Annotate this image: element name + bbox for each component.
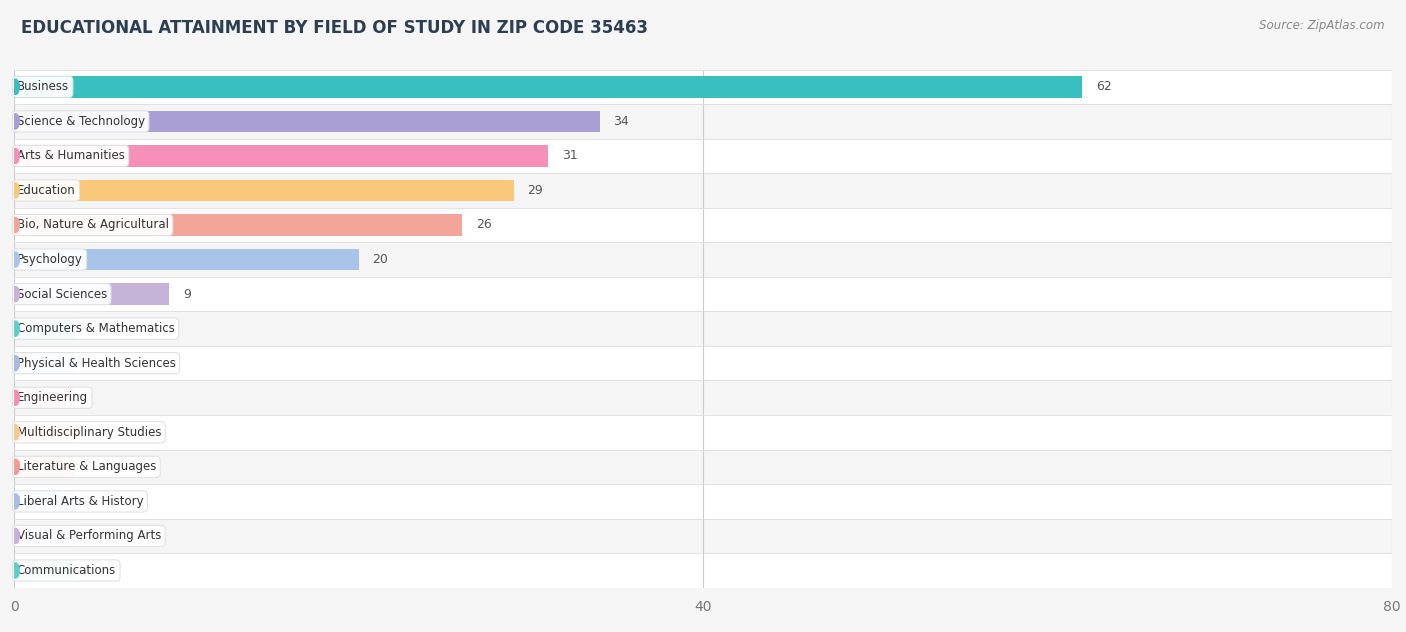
Text: 31: 31 [562, 149, 578, 162]
Text: Engineering: Engineering [17, 391, 87, 404]
Text: 0: 0 [83, 460, 91, 473]
Circle shape [11, 425, 20, 440]
Text: Literature & Languages: Literature & Languages [17, 460, 156, 473]
Circle shape [11, 183, 20, 198]
Circle shape [11, 114, 20, 129]
Bar [14, 380, 1392, 415]
Circle shape [11, 252, 20, 267]
Text: Communications: Communications [17, 564, 115, 577]
Bar [14, 242, 1392, 277]
Circle shape [11, 79, 20, 94]
Text: Bio, Nature & Agricultural: Bio, Nature & Agricultural [17, 219, 169, 231]
Circle shape [11, 528, 20, 544]
Text: 26: 26 [475, 219, 492, 231]
Circle shape [11, 149, 20, 164]
Bar [14, 525, 75, 547]
Bar [14, 422, 75, 443]
Circle shape [11, 494, 20, 509]
Text: 9: 9 [183, 288, 191, 301]
Circle shape [11, 217, 20, 233]
Text: 62: 62 [1095, 80, 1112, 94]
Circle shape [11, 286, 20, 301]
Text: 0: 0 [83, 495, 91, 508]
Bar [14, 104, 1392, 138]
Text: Physical & Health Sciences: Physical & Health Sciences [17, 356, 176, 370]
Bar [14, 249, 359, 270]
Bar [14, 111, 599, 132]
Bar [14, 138, 1392, 173]
Text: Science & Technology: Science & Technology [17, 115, 145, 128]
Circle shape [11, 321, 20, 336]
Bar [14, 490, 75, 512]
Circle shape [11, 563, 20, 578]
Bar [14, 560, 75, 581]
Text: Business: Business [17, 80, 69, 94]
Circle shape [11, 390, 20, 405]
Text: 0: 0 [83, 564, 91, 577]
Bar [14, 519, 1392, 553]
Text: Multidisciplinary Studies: Multidisciplinary Studies [17, 426, 162, 439]
Text: 0: 0 [83, 391, 91, 404]
Bar [14, 214, 463, 236]
Bar [14, 277, 1392, 312]
Text: 34: 34 [613, 115, 630, 128]
Bar [14, 387, 75, 408]
Text: Psychology: Psychology [17, 253, 83, 266]
Text: 20: 20 [373, 253, 388, 266]
Bar [14, 312, 1392, 346]
Text: 0: 0 [83, 426, 91, 439]
Bar [14, 484, 1392, 519]
Bar [14, 449, 1392, 484]
Text: Computers & Mathematics: Computers & Mathematics [17, 322, 174, 335]
Text: Arts & Humanities: Arts & Humanities [17, 149, 125, 162]
Text: 29: 29 [527, 184, 543, 197]
Circle shape [11, 459, 20, 475]
Text: 0: 0 [83, 322, 91, 335]
Circle shape [11, 356, 20, 371]
Text: Social Sciences: Social Sciences [17, 288, 107, 301]
Bar [14, 415, 1392, 449]
Bar [14, 76, 1083, 97]
Bar [14, 346, 1392, 380]
Text: Source: ZipAtlas.com: Source: ZipAtlas.com [1260, 19, 1385, 32]
Bar [14, 173, 1392, 208]
Text: 0: 0 [83, 530, 91, 542]
Bar [14, 208, 1392, 242]
Bar [14, 70, 1392, 104]
Text: Education: Education [17, 184, 76, 197]
Bar [14, 456, 75, 478]
Bar [14, 145, 548, 167]
Bar [14, 353, 75, 374]
Bar [14, 318, 75, 339]
Bar [14, 283, 169, 305]
Text: Liberal Arts & History: Liberal Arts & History [17, 495, 143, 508]
Text: Visual & Performing Arts: Visual & Performing Arts [17, 530, 162, 542]
Text: 0: 0 [83, 356, 91, 370]
Text: EDUCATIONAL ATTAINMENT BY FIELD OF STUDY IN ZIP CODE 35463: EDUCATIONAL ATTAINMENT BY FIELD OF STUDY… [21, 19, 648, 37]
Bar [14, 179, 513, 201]
Bar [14, 553, 1392, 588]
